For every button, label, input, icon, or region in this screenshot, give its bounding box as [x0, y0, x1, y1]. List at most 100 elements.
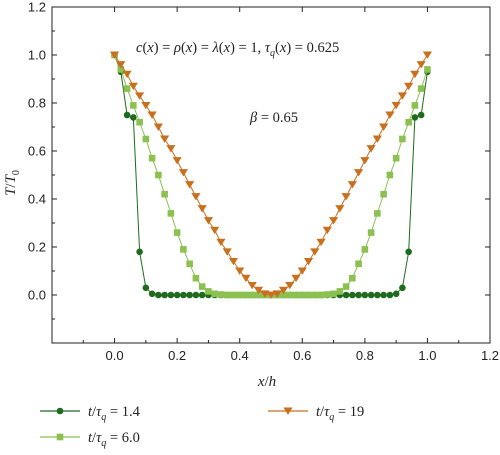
data-point — [324, 291, 331, 298]
y-tick-label: 0.8 — [28, 96, 46, 111]
legend-label: t/τq = 19 — [316, 404, 364, 423]
legend-item: t/τq = 6.0 — [40, 430, 140, 449]
data-point — [198, 283, 206, 290]
data-point — [422, 51, 433, 59]
data-point — [341, 193, 351, 201]
data-point — [336, 288, 344, 295]
data-point — [342, 291, 350, 299]
data-point — [197, 205, 207, 213]
data-point — [367, 291, 375, 299]
y-axis-ticks: 0.0 0.2 0.4 0.6 0.8 1.0 1.2 — [28, 0, 490, 320]
y-tick-label: 0.6 — [28, 144, 46, 159]
data-point — [242, 291, 250, 299]
legend-swatch-marker — [56, 433, 64, 441]
data-point — [311, 291, 319, 299]
data-point — [297, 267, 307, 275]
data-point — [405, 248, 412, 256]
data-point — [292, 291, 300, 299]
data-point — [424, 66, 431, 73]
data-point — [272, 290, 282, 298]
data-point — [372, 135, 382, 143]
data-point — [355, 291, 362, 299]
y-tick-label: 0.0 — [28, 288, 46, 303]
data-point — [185, 181, 195, 189]
annotation-beta: β = 0.65 — [249, 110, 298, 126]
y-tick-label: 1.2 — [28, 0, 46, 15]
data-point — [142, 284, 150, 292]
data-point — [191, 193, 201, 201]
data-point — [404, 82, 414, 91]
legend-label: t/τq = 1.4 — [88, 404, 141, 423]
data-point — [397, 92, 407, 100]
data-point — [211, 290, 218, 298]
data-point — [278, 286, 289, 295]
data-point — [255, 291, 262, 299]
data-point — [155, 171, 162, 179]
data-point — [361, 291, 369, 299]
data-point — [380, 291, 387, 299]
data-point — [230, 291, 237, 299]
data-point — [166, 145, 176, 153]
data-point — [180, 246, 187, 253]
data-point — [161, 291, 168, 299]
x-tick-label: 0.4 — [231, 348, 249, 363]
data-point — [173, 291, 181, 299]
data-point — [392, 154, 400, 162]
data-point — [205, 288, 212, 295]
data-point — [385, 111, 395, 119]
data-point — [386, 171, 394, 179]
data-point — [142, 135, 150, 143]
data-point — [122, 70, 132, 79]
data-point — [291, 274, 301, 283]
data-point — [399, 135, 406, 143]
x-tick-label: 1.0 — [418, 348, 436, 363]
data-point — [148, 290, 156, 298]
x-axis-ticks: 0.0 0.2 0.4 0.6 0.8 1.0 1.2 — [82, 7, 499, 363]
data-point — [411, 102, 419, 109]
data-point — [374, 291, 381, 299]
data-point — [411, 114, 419, 121]
data-point — [116, 61, 126, 69]
legend-swatch-marker — [283, 407, 293, 415]
data-point — [286, 291, 294, 299]
data-point — [155, 291, 162, 299]
data-point — [417, 85, 425, 92]
data-point — [178, 169, 188, 177]
series-triangle-down — [109, 51, 433, 299]
data-point — [416, 61, 426, 69]
data-point — [128, 82, 138, 91]
data-point — [235, 267, 245, 275]
data-point — [123, 85, 131, 92]
data-point — [223, 291, 231, 299]
x-axis-title: x/h — [257, 374, 276, 390]
data-point — [367, 229, 375, 236]
data-point — [192, 291, 200, 299]
data-point — [248, 291, 256, 299]
data-point — [328, 217, 339, 225]
data-point — [380, 190, 387, 198]
series-square — [111, 51, 431, 299]
annotation-params: c(x) = ρ(x) = λ(x) = 1, τq(x) = 0.625 — [136, 40, 339, 59]
legend-label: t/τq = 6.0 — [88, 430, 140, 449]
data-point — [347, 181, 357, 189]
data-point — [410, 70, 420, 79]
legend-item: t/τq = 1.4 — [40, 404, 141, 423]
data-point — [386, 291, 394, 299]
data-point — [236, 291, 244, 299]
data-point — [173, 229, 181, 236]
data-point — [374, 210, 381, 217]
legend-item: t/τq = 19 — [268, 404, 364, 423]
x-tick-label: 0.6 — [293, 348, 311, 363]
data-point — [342, 283, 350, 290]
x-tick-label: 1.2 — [481, 348, 499, 363]
data-point — [349, 274, 356, 282]
data-point — [316, 238, 326, 247]
data-point — [172, 157, 182, 165]
data-point — [210, 226, 220, 235]
data-point — [298, 291, 306, 299]
data-point — [399, 284, 406, 292]
data-point — [280, 291, 287, 299]
data-point — [417, 111, 425, 119]
data-point — [285, 281, 295, 290]
data-point — [186, 291, 193, 299]
